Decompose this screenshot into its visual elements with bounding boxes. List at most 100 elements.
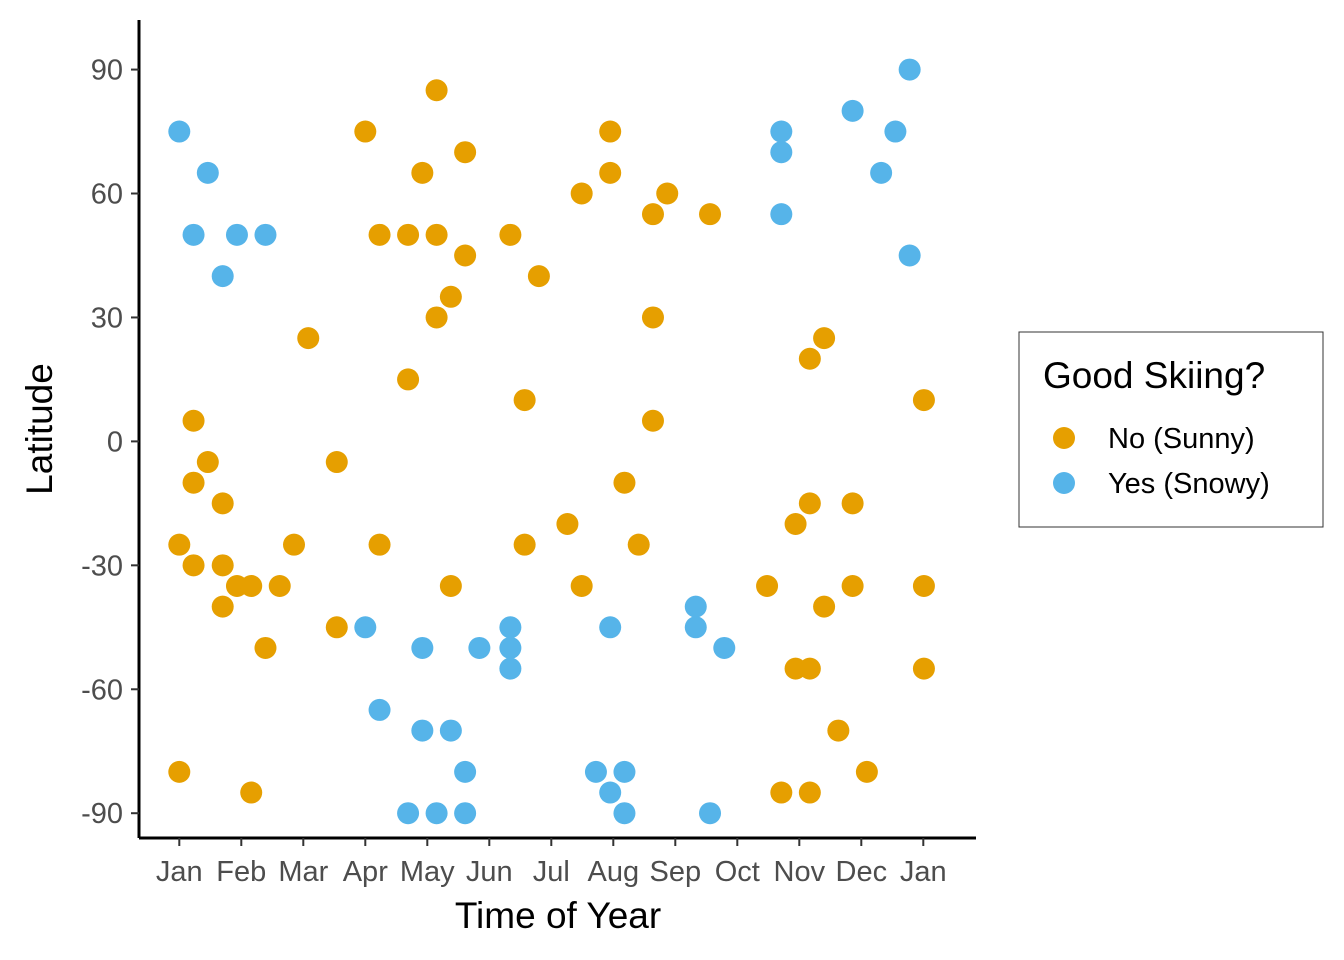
- data-point: [813, 595, 836, 618]
- data-point: [599, 616, 622, 639]
- y-tick-label: 30: [91, 302, 123, 334]
- data-point: [454, 760, 477, 783]
- data-point: [499, 657, 522, 680]
- data-point: [570, 182, 593, 205]
- y-tick-label: -30: [81, 550, 123, 582]
- data-point: [211, 554, 234, 577]
- data-point: [641, 306, 664, 329]
- data-point: [841, 574, 864, 597]
- data-point: [454, 802, 477, 825]
- data-point: [182, 471, 205, 494]
- x-tick-label: Dec: [836, 856, 888, 888]
- y-tick-label: 0: [107, 426, 123, 458]
- data-point: [556, 513, 579, 536]
- legend-label-no-sunny: No (Sunny): [1108, 423, 1255, 455]
- y-axis-ticks: 90 60 30 0 -30 -60 -90: [81, 55, 139, 830]
- data-point: [499, 223, 522, 246]
- data-point: [168, 533, 191, 556]
- data-point: [898, 58, 921, 81]
- data-point: [912, 657, 935, 680]
- data-point: [499, 616, 522, 639]
- data-point: [798, 347, 821, 370]
- x-tick-label: Sep: [649, 856, 701, 888]
- data-point: [613, 760, 636, 783]
- y-tick-label: -90: [81, 798, 123, 830]
- data-point: [884, 120, 907, 143]
- data-point: [798, 781, 821, 804]
- y-tick-label: 60: [91, 179, 123, 211]
- data-point: [425, 306, 448, 329]
- data-point: [584, 760, 607, 783]
- data-point: [439, 285, 462, 308]
- x-tick-label: Jul: [533, 856, 570, 888]
- data-point: [613, 471, 636, 494]
- data-point: [211, 265, 234, 288]
- data-point: [196, 451, 219, 474]
- y-tick-label: -60: [81, 674, 123, 706]
- data-point: [211, 492, 234, 515]
- data-point: [841, 99, 864, 122]
- data-point: [770, 141, 793, 164]
- x-tick-label: May: [400, 856, 455, 888]
- data-point: [196, 161, 219, 184]
- data-point: [454, 141, 477, 164]
- data-point: [182, 223, 205, 246]
- data-point: [699, 203, 722, 226]
- x-tick-label: Feb: [216, 856, 266, 888]
- x-axis-title: Time of Year: [455, 895, 661, 936]
- data-point: [411, 161, 434, 184]
- data-point: [425, 79, 448, 102]
- data-point: [254, 636, 277, 659]
- data-point: [268, 574, 291, 597]
- data-point: [240, 781, 263, 804]
- x-tick-label: Jan: [156, 856, 203, 888]
- legend-marker-no-sunny: [1053, 427, 1075, 449]
- data-point: [641, 409, 664, 432]
- data-point: [211, 595, 234, 618]
- data-point: [240, 574, 263, 597]
- data-point: [912, 389, 935, 412]
- x-tick-label: Mar: [278, 856, 328, 888]
- data-point: [527, 265, 550, 288]
- data-point: [397, 802, 420, 825]
- x-tick-label: Aug: [587, 856, 639, 888]
- data-point: [439, 719, 462, 742]
- data-point: [368, 533, 391, 556]
- data-point: [325, 451, 348, 474]
- data-point: [870, 161, 893, 184]
- y-axis-title: Latitude: [19, 363, 60, 495]
- data-point: [225, 223, 248, 246]
- legend: Good Skiing? No (Sunny) Yes (Snowy): [1018, 331, 1324, 528]
- data-point: [283, 533, 305, 556]
- data-point: [684, 595, 707, 618]
- series-yes-snowy: [168, 58, 921, 825]
- legend-label-yes-snowy: Yes (Snowy): [1108, 468, 1270, 500]
- x-tick-label: Jan: [900, 856, 947, 888]
- data-point: [770, 120, 793, 143]
- legend-marker-yes-snowy: [1053, 472, 1075, 494]
- data-point: [168, 760, 191, 783]
- data-point: [354, 120, 377, 143]
- data-point: [641, 203, 664, 226]
- data-point: [756, 574, 779, 597]
- data-point: [770, 781, 793, 804]
- data-point: [182, 409, 205, 432]
- data-point: [798, 492, 821, 515]
- x-tick-label: Nov: [774, 856, 826, 888]
- data-point: [325, 616, 348, 639]
- data-point: [425, 802, 448, 825]
- data-point: [513, 533, 536, 556]
- data-point: [599, 120, 622, 143]
- data-point: [713, 636, 736, 659]
- data-point: [439, 574, 462, 597]
- legend-title: Good Skiing?: [1043, 355, 1265, 396]
- data-point: [784, 513, 807, 536]
- data-point: [699, 802, 722, 825]
- x-tick-label: Jun: [466, 856, 513, 888]
- data-point: [182, 554, 205, 577]
- data-point: [912, 574, 935, 597]
- data-point: [397, 368, 420, 391]
- data-point: [168, 120, 191, 143]
- data-point: [855, 760, 878, 783]
- data-point: [411, 636, 434, 659]
